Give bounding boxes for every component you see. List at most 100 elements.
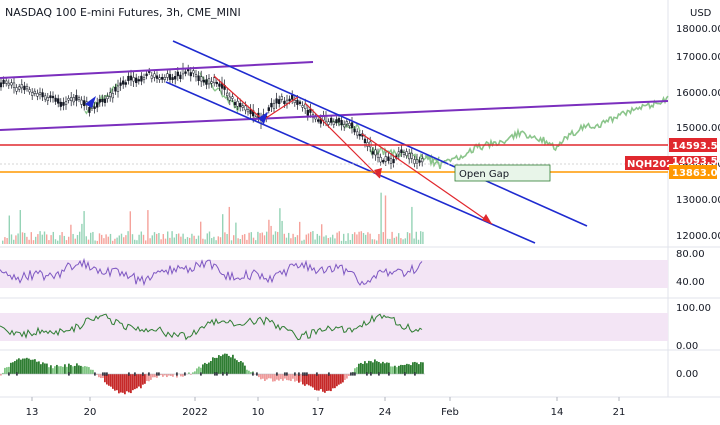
symbol-tag: NQH2022 14093.50 [625, 156, 720, 170]
histogram-bar [48, 367, 50, 374]
histogram-bar [148, 374, 150, 382]
volume-bar [158, 232, 160, 244]
candle-body [41, 92, 44, 98]
histogram-bar [266, 374, 268, 380]
candle-body [7, 82, 10, 86]
histogram-bar [6, 367, 8, 374]
candle-body [116, 85, 120, 92]
candle-body [10, 82, 13, 86]
volume-bar [373, 239, 376, 244]
volume-bar [246, 239, 248, 244]
candle-body [244, 105, 247, 111]
candle-body [241, 105, 244, 108]
volume-bar [268, 219, 270, 244]
blue-channel-bottom[interactable] [165, 81, 536, 244]
volume-bar [81, 223, 83, 244]
purple-channel-bottom[interactable] [0, 100, 669, 131]
volume-bar [107, 236, 109, 244]
candle-body [298, 101, 302, 104]
arrow-segment [213, 75, 264, 121]
histogram-bar [272, 374, 274, 382]
histogram-bar [106, 374, 108, 385]
histogram-bar [408, 364, 410, 374]
volume-bar [193, 235, 195, 244]
histogram-bar [76, 363, 78, 374]
volume-bar [228, 206, 230, 244]
volume-bar [156, 233, 158, 244]
volume-bar [283, 233, 285, 244]
volume-bar [239, 239, 241, 244]
volume-bar [208, 231, 211, 244]
candle-body [129, 75, 133, 81]
histogram-bar [168, 374, 170, 376]
histogram-bar [182, 374, 184, 377]
histogram-bar [102, 374, 104, 378]
volume-bar [206, 233, 208, 244]
volume-bar [351, 234, 354, 244]
candle-body [192, 70, 195, 74]
volume-bar [138, 234, 140, 244]
volume-bar [83, 211, 85, 244]
volume-bar [369, 233, 371, 244]
svg-text:NQH2022: NQH2022 [627, 159, 680, 170]
histogram-bar [18, 358, 20, 374]
volume-bar [105, 234, 107, 244]
symbol-title[interactable]: NASDAQ 100 E-mini Futures, 3h, CME_MINI [5, 6, 241, 19]
histogram-bar [64, 364, 66, 374]
blue-channel-top[interactable] [172, 40, 588, 227]
volume-bar [129, 211, 131, 244]
arrow-head [482, 214, 492, 224]
volume-bar [118, 235, 120, 244]
histogram-bar [398, 365, 400, 374]
histogram-bar [220, 356, 222, 374]
histogram-bar [38, 361, 40, 374]
histogram-bar [362, 363, 364, 374]
histogram-bar [156, 374, 158, 378]
volume-bar [288, 232, 290, 244]
time-axis[interactable]: 13 20 2022 10 17 24 Feb 14 21 [26, 397, 626, 418]
currency-label[interactable]: USD [690, 8, 712, 19]
volume-bar [123, 237, 125, 244]
arrow-drawings[interactable] [85, 75, 493, 225]
price-axis[interactable]: 18000.00 17000.00 16000.00 15000.00 14000.00… [676, 24, 720, 242]
histogram-bar [228, 355, 230, 374]
time-tick-label: 21 [613, 407, 626, 418]
volume-bar [134, 239, 136, 244]
candle-body [246, 109, 250, 113]
histogram-bar [380, 363, 382, 374]
candle-body [0, 82, 3, 88]
histogram-bar [326, 374, 328, 391]
volume-bar [147, 210, 149, 244]
purple-channel-top[interactable] [0, 61, 314, 79]
candle-body [184, 71, 187, 74]
histogram-bar [96, 374, 98, 375]
volume-bar [28, 239, 30, 244]
volume-bar [30, 232, 32, 244]
candle-body [285, 99, 289, 104]
histogram-bar [80, 365, 82, 374]
candle-body [384, 156, 387, 162]
histogram-bar [412, 362, 414, 374]
histogram-bar [378, 361, 380, 374]
volume-bar [376, 240, 378, 244]
histogram-bar [8, 366, 10, 374]
candle-body [379, 156, 382, 163]
candle-body [140, 75, 143, 82]
histogram-bar [30, 359, 32, 374]
candle-body [210, 81, 213, 84]
volume-bar [261, 232, 263, 244]
volume-bar [389, 238, 391, 244]
candle-body [231, 96, 234, 99]
open-gap-box[interactable] [454, 164, 551, 182]
volume-bars [2, 192, 424, 244]
histogram-bar [68, 363, 70, 374]
volume-bar [318, 235, 321, 244]
histogram-bar [180, 374, 182, 377]
candle-body [202, 79, 205, 83]
candle-body [296, 99, 299, 105]
volume-bar [224, 232, 226, 244]
candle-body [88, 107, 91, 113]
arrow-segment [304, 102, 381, 179]
time-tick-label: 13 [26, 407, 39, 418]
